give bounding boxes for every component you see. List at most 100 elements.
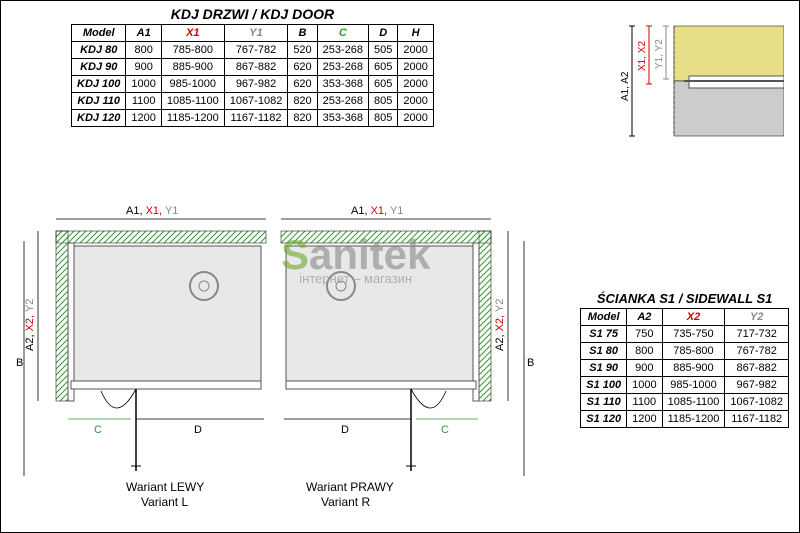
s1-td: 1000 (627, 377, 662, 394)
kdj-th: X1 (161, 25, 224, 42)
kdj-td: 520 (288, 42, 317, 59)
dim-b-l: B (16, 357, 23, 369)
kdj-td: 785-800 (161, 42, 224, 59)
s1-header-row: ModelA2X2Y2 (581, 309, 789, 326)
dim-side-l: A2, X2, Y2 (24, 299, 36, 351)
s1-td: S1 120 (581, 411, 627, 428)
kdj-th: H (398, 25, 433, 42)
s1-td: 1100 (627, 394, 662, 411)
variant-l-2: Variant L (141, 495, 188, 509)
kdj-th: Model (72, 25, 126, 42)
s1-td: 985-1000 (662, 377, 725, 394)
kdj-td: 1067-1082 (224, 93, 288, 110)
dim-d-l: D (194, 424, 202, 436)
s1-table: ModelA2X2Y2 S1 75750735-750717-732S1 808… (580, 308, 789, 428)
dim-d-r: D (341, 424, 349, 436)
dim-side-r: A2, X2, Y2 (494, 299, 506, 351)
kdj-td: 820 (288, 110, 317, 127)
s1-td: 1067-1082 (725, 394, 789, 411)
kdj-td: 2000 (398, 76, 433, 93)
corner-x12: X1, X2 (637, 41, 648, 71)
table-row: S1 80800785-800767-782 (581, 343, 789, 360)
s1-td: 785-800 (662, 343, 725, 360)
kdj-td: 1100 (126, 93, 161, 110)
s1-td: 1167-1182 (725, 411, 789, 428)
kdj-td: 353-368 (317, 110, 368, 127)
s1-td: 717-732 (725, 326, 789, 343)
main-svg: A1, X1, Y1 A1, X1, Y1 A2, X2, Y2 A2, X2,… (16, 201, 536, 521)
s1-td: 1185-1200 (662, 411, 725, 428)
dim-top-l: A1, X1, Y1 (126, 205, 178, 217)
kdj-td: 253-268 (317, 59, 368, 76)
s1-td: 735-750 (662, 326, 725, 343)
s1-td: 800 (627, 343, 662, 360)
s1-th: X2 (662, 309, 725, 326)
kdj-th: B (288, 25, 317, 42)
kdj-td: 985-1000 (161, 76, 224, 93)
dim-c-r: C (441, 424, 449, 436)
table-row: S1 90900885-900867-882 (581, 360, 789, 377)
s1-td: 750 (627, 326, 662, 343)
kdj-td: 967-982 (224, 76, 288, 93)
s1-td: 885-900 (662, 360, 725, 377)
kdj-td: 900 (126, 59, 161, 76)
kdj-td: 605 (369, 76, 398, 93)
kdj-td: 353-368 (317, 76, 368, 93)
kdj-header-row: ModelA1X1Y1BCDH (72, 25, 434, 42)
kdj-td: KDJ 110 (72, 93, 126, 110)
s1-td: 767-782 (725, 343, 789, 360)
kdj-td: 867-882 (224, 59, 288, 76)
kdj-title: KDJ DRZWI / KDJ DOOR (71, 6, 434, 22)
kdj-td: 1185-1200 (161, 110, 224, 127)
kdj-td: 1085-1100 (161, 93, 224, 110)
kdj-td: 885-900 (161, 59, 224, 76)
kdj-td: 2000 (398, 59, 433, 76)
kdj-section: KDJ DRZWI / KDJ DOOR ModelA1X1Y1BCDH KDJ… (71, 6, 434, 127)
s1-th: Y2 (725, 309, 789, 326)
table-row: KDJ 12012001185-12001167-1182820353-3688… (72, 110, 434, 127)
kdj-td: 505 (369, 42, 398, 59)
table-row: KDJ 11011001085-11001067-1082820253-2688… (72, 93, 434, 110)
s1-td: S1 75 (581, 326, 627, 343)
s1-section: ŚCIANKA S1 / SIDEWALL S1 ModelA2X2Y2 S1 … (580, 291, 789, 428)
s1-td: S1 110 (581, 394, 627, 411)
kdj-th: A1 (126, 25, 161, 42)
corner-svg: A1, A2 X1, X2 Y1, Y2 (614, 11, 784, 146)
table-row: S1 1001000985-1000967-982 (581, 377, 789, 394)
kdj-td: 805 (369, 110, 398, 127)
s1-td: S1 90 (581, 360, 627, 377)
kdj-td: KDJ 80 (72, 42, 126, 59)
kdj-td: 2000 (398, 110, 433, 127)
variant-r-1: Wariant PRAWY (306, 480, 394, 494)
kdj-td: KDJ 100 (72, 76, 126, 93)
table-row: S1 75750735-750717-732 (581, 326, 789, 343)
kdj-th: C (317, 25, 368, 42)
s1-td: 900 (627, 360, 662, 377)
s1-th: A2 (627, 309, 662, 326)
table-row: S1 11011001085-11001067-1082 (581, 394, 789, 411)
kdj-th: Y1 (224, 25, 288, 42)
corner-y12: Y1, Y2 (654, 39, 665, 69)
corner-a12: A1, A2 (620, 71, 631, 101)
kdj-td: 605 (369, 59, 398, 76)
kdj-td: 800 (126, 42, 161, 59)
kdj-td: 767-782 (224, 42, 288, 59)
table-row: S1 12012001185-12001167-1182 (581, 411, 789, 428)
s1-td: S1 80 (581, 343, 627, 360)
variant-r-2: Variant R (321, 495, 370, 509)
main-diagram: A1, X1, Y1 A1, X1, Y1 A2, X2, Y2 A2, X2,… (16, 201, 536, 521)
table-row: KDJ 1001000985-1000967-982620353-3686052… (72, 76, 434, 93)
corner-diagram: A1, A2 X1, X2 Y1, Y2 (614, 11, 784, 146)
kdj-td: 2000 (398, 42, 433, 59)
kdj-td: 620 (288, 59, 317, 76)
kdj-td: KDJ 120 (72, 110, 126, 127)
dim-b-r: B (527, 357, 534, 369)
s1-td: 1085-1100 (662, 394, 725, 411)
kdj-td: 1000 (126, 76, 161, 93)
table-row: KDJ 90900885-900867-882620253-2686052000 (72, 59, 434, 76)
kdj-td: 253-268 (317, 93, 368, 110)
s1-td: S1 100 (581, 377, 627, 394)
kdj-td: 620 (288, 76, 317, 93)
variant-l-1: Wariant LEWY (126, 480, 204, 494)
kdj-td: 1167-1182 (224, 110, 288, 127)
